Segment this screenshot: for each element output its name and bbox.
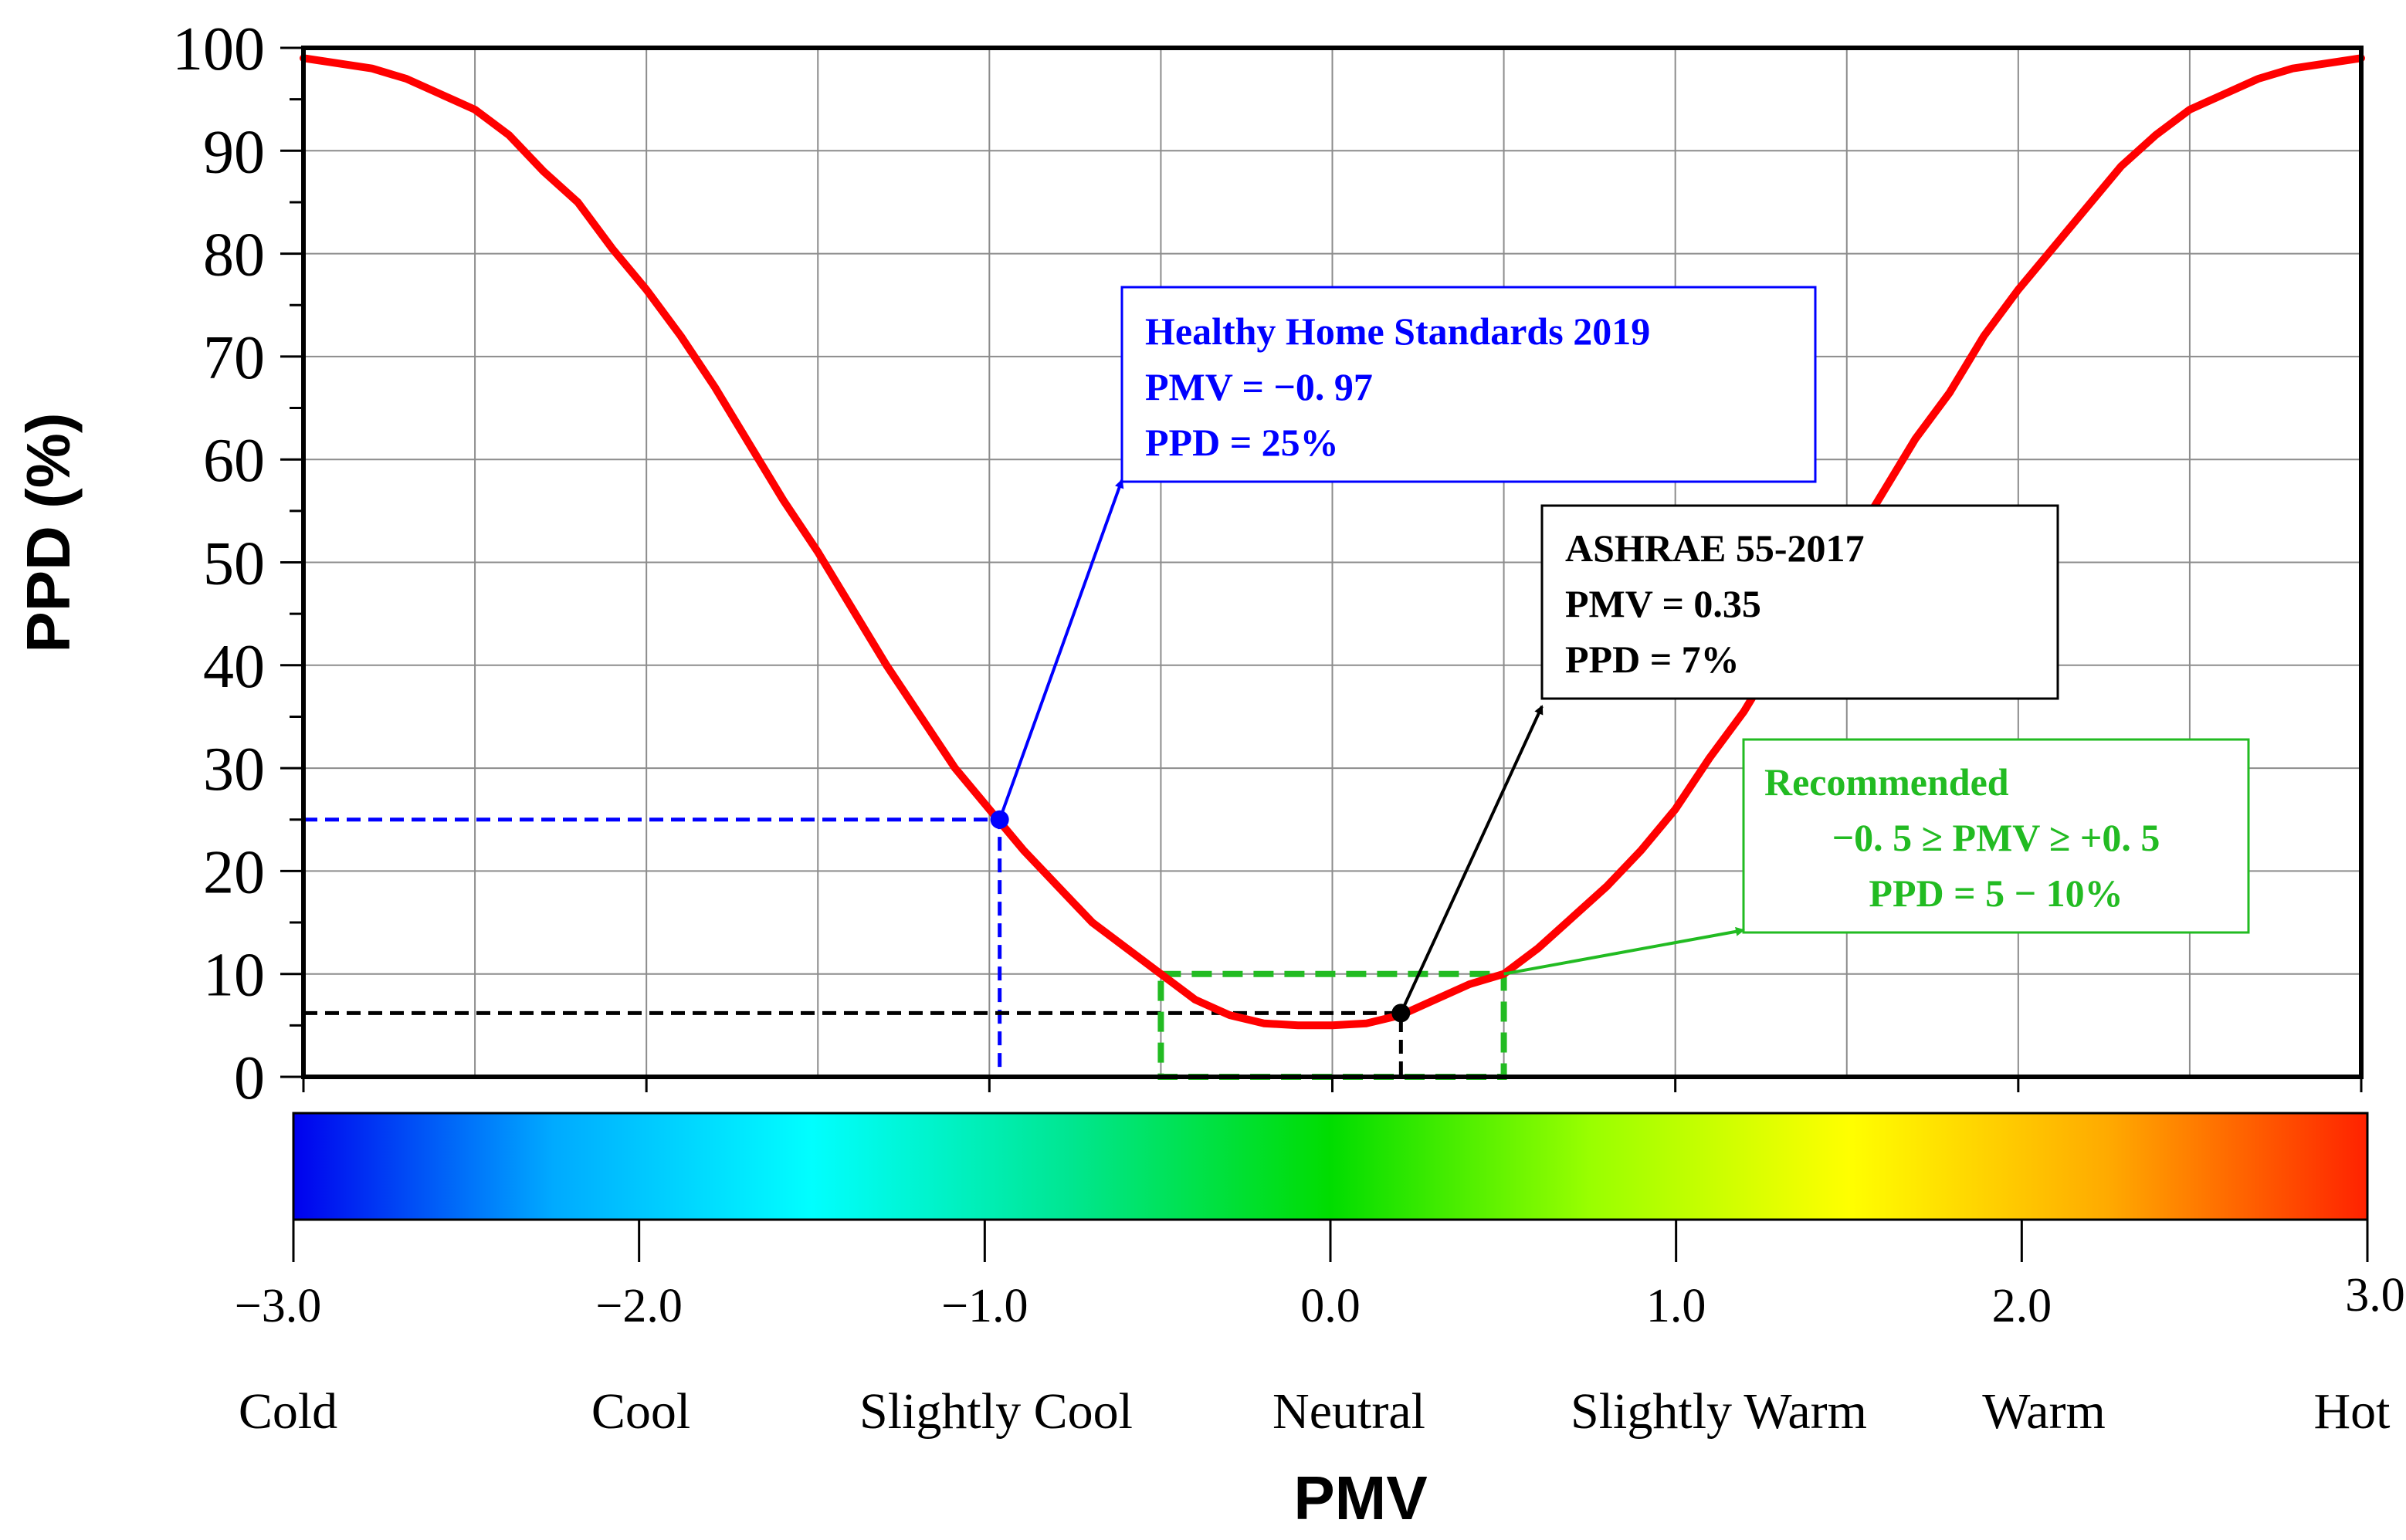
x-tick-label: 3.0 <box>2345 1269 2405 1322</box>
ashrae-note-line: PPD = 7% <box>1565 638 1740 681</box>
category-label: Neutral <box>1272 1383 1425 1440</box>
recommended-arrow <box>1503 926 1745 976</box>
recommended-note-line: PPD = 5 − 10% <box>1869 872 2123 915</box>
y-tick-label: 40 <box>203 633 265 701</box>
ashrae-note-line: PMV = 0.35 <box>1565 582 1761 625</box>
labels: 0 10 20 30 40 50 60 70 80 90 100 −3.0 −2.0 −1.0 0.0 1.0… <box>172 15 2405 1440</box>
healthy-note-line: Healthy Home Standards 2019 <box>1145 310 1650 353</box>
recommended-note-line: Recommended <box>1764 760 2009 804</box>
recommended-box <box>1157 970 1507 1080</box>
y-tick-label: 100 <box>172 15 265 83</box>
category-label: Warm <box>1982 1383 2106 1440</box>
ashrae-note-box <box>1540 504 2059 700</box>
ashrae-guide-line <box>303 1010 1403 1077</box>
y-tick-label: 20 <box>203 838 265 906</box>
ticks <box>280 46 303 1078</box>
y-tick-label: 30 <box>203 736 265 804</box>
recommended-note-box <box>1742 738 2250 934</box>
x-tick-label: 1.0 <box>1646 1280 1706 1332</box>
ashrae-note-line: ASHRAE 55-2017 <box>1565 526 1865 570</box>
y-tick-label: 50 <box>203 530 265 598</box>
healthy-note-line: PMV = −0. 97 <box>1145 365 1373 408</box>
x-tick-label: 0.0 <box>1300 1280 1361 1332</box>
x-tick-label: −3.0 <box>235 1280 321 1332</box>
curve <box>300 54 2365 1030</box>
pmv-colorbar <box>292 1112 2369 1221</box>
recommended-region <box>1157 970 1507 1080</box>
y-tick-label: 90 <box>203 118 265 186</box>
category-label: Slightly Warm <box>1571 1383 1867 1440</box>
y-tick-label: 0 <box>234 1044 265 1112</box>
y-axis-title: PPD (%) <box>14 412 83 652</box>
annotations: Healthy Home Standards 2019 PMV = −0. 97 P… <box>998 286 2250 1014</box>
ppd-curve-line <box>300 54 2365 1030</box>
x-tick-label: −1.0 <box>941 1280 1028 1332</box>
healthy-guide-line <box>303 817 1002 1077</box>
y-tick-label: 70 <box>203 324 265 392</box>
ashrae-arrow <box>1399 705 1544 1014</box>
x-tick-label: −2.0 <box>595 1280 682 1332</box>
category-label: Hot <box>2314 1383 2391 1440</box>
x-tick-label: 2.0 <box>1992 1280 2052 1332</box>
points <box>990 810 1411 1023</box>
colorbar <box>292 1077 2369 1262</box>
y-tick-label: 60 <box>203 427 265 495</box>
category-label: Cold <box>239 1383 337 1440</box>
guide-lines <box>303 817 1403 1077</box>
category-label: Cool <box>591 1383 690 1440</box>
healthy-note-line: PPD = 25% <box>1145 421 1339 464</box>
healthy-arrow <box>998 479 1124 821</box>
healthy-note-box <box>1120 286 1817 483</box>
category-label: Slightly Cool <box>859 1383 1133 1440</box>
recommended-note-line: −0. 5 ≥ PMV ≥ +0. 5 <box>1832 816 2160 859</box>
x-axis-title: PMV <box>1293 1464 1427 1532</box>
y-tick-label: 10 <box>203 942 265 1010</box>
y-tick-label: 80 <box>203 222 265 289</box>
